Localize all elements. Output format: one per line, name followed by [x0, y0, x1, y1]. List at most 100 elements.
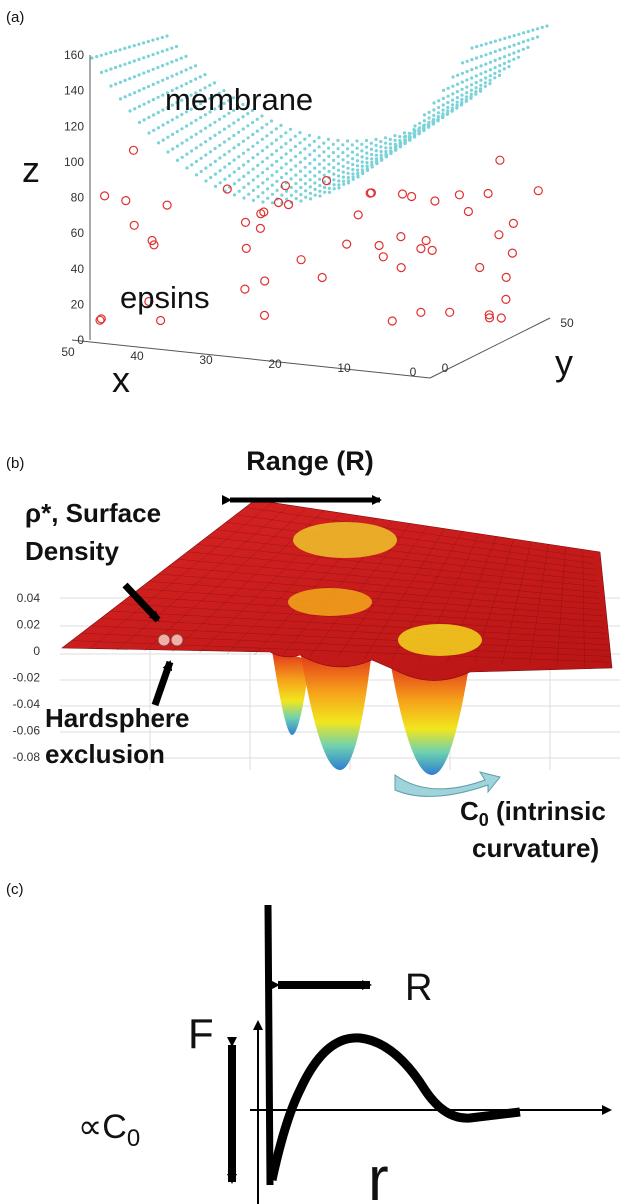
subscript: 0	[479, 810, 489, 830]
membrane-dot	[480, 55, 483, 58]
membrane-dot	[214, 160, 217, 163]
membrane-dot	[517, 50, 520, 53]
membrane-dot	[181, 142, 184, 145]
membrane-dot	[261, 171, 264, 174]
membrane-dot	[522, 31, 525, 34]
membrane-dot	[242, 186, 245, 189]
membrane-dot	[475, 45, 478, 48]
membrane-dot	[204, 179, 207, 182]
membrane-dot	[356, 169, 359, 172]
membrane-dot	[247, 148, 250, 151]
membrane-dot	[384, 146, 387, 149]
membrane-dot	[384, 153, 387, 156]
epsin	[130, 146, 138, 154]
membrane-dot	[166, 62, 169, 65]
membrane-dot	[313, 158, 316, 161]
membrane-dot	[304, 174, 307, 177]
membrane-dot	[536, 35, 539, 38]
membrane-dot	[493, 72, 496, 75]
membrane-dot	[465, 91, 468, 94]
membrane-dot	[161, 94, 164, 97]
membrane-dot	[261, 149, 264, 152]
membrane-dot	[152, 68, 155, 71]
membrane-dot	[465, 86, 468, 89]
membrane-dot	[242, 196, 245, 199]
subscript: 0	[127, 1125, 140, 1152]
membrane-dot	[157, 141, 160, 144]
well-rim	[288, 588, 372, 616]
membrane-dot	[247, 160, 250, 163]
membrane-dot	[271, 201, 274, 204]
membrane-dot	[461, 72, 464, 75]
membrane-dot	[143, 103, 146, 106]
membrane-dot	[233, 182, 236, 185]
membrane-dot	[342, 176, 345, 179]
membrane-dot	[109, 68, 112, 71]
membrane-dot	[271, 174, 274, 177]
hardsphere	[158, 634, 170, 646]
epsin	[497, 314, 505, 322]
membrane-dot	[266, 167, 269, 170]
epsin	[261, 277, 269, 285]
membrane-dot	[361, 165, 364, 168]
membrane-dot	[513, 44, 516, 47]
membrane-dot	[361, 155, 364, 158]
membrane-dot	[124, 95, 127, 98]
membrane-dot	[536, 27, 539, 30]
membrane-dot	[428, 116, 431, 119]
membrane-dot	[365, 139, 368, 142]
membrane-dot	[304, 182, 307, 185]
membrane-dot	[346, 154, 349, 157]
membrane-dot	[337, 186, 340, 189]
membrane-dot	[280, 156, 283, 159]
membrane-dot	[280, 194, 283, 197]
membrane-dot	[151, 39, 154, 42]
exclusion-label: Hardsphere	[45, 703, 190, 733]
membrane-dot	[318, 145, 321, 148]
membrane-dot	[323, 191, 326, 194]
membrane-dot	[460, 94, 463, 97]
membrane-dot	[170, 60, 173, 63]
potential-curve	[272, 1038, 520, 1180]
membrane-dot	[337, 155, 340, 158]
membrane-dot	[209, 150, 212, 153]
membrane-dot	[365, 152, 368, 155]
membrane-dot	[181, 156, 184, 159]
membrane-dot	[484, 81, 487, 84]
membrane-dot	[209, 137, 212, 140]
membrane-dot	[252, 178, 255, 181]
membrane-dot	[114, 83, 117, 86]
membrane-dot	[156, 37, 159, 40]
membrane-dot	[195, 160, 198, 163]
membrane-dot	[252, 199, 255, 202]
membrane-dot	[219, 169, 222, 172]
membrane-dot	[275, 180, 278, 183]
membrane-dot	[403, 139, 406, 142]
epsin	[163, 201, 171, 209]
membrane-dot	[142, 56, 145, 59]
membrane-dot	[270, 131, 273, 134]
membrane-dot	[185, 166, 188, 169]
membrane-dot	[512, 58, 515, 61]
membrane-surface	[90, 24, 548, 204]
density-label: ρ*, Surface	[25, 498, 161, 528]
membrane-dot	[393, 134, 396, 137]
membrane-dot	[294, 155, 297, 158]
membrane-dot	[337, 162, 340, 165]
membrane-dot	[394, 143, 397, 146]
membrane-dot	[123, 63, 126, 66]
membrane-dot	[114, 50, 117, 53]
membrane-dot	[204, 127, 207, 130]
membrane-dot	[494, 59, 497, 62]
membrane-dot	[143, 118, 146, 121]
membrane-dot	[213, 134, 216, 137]
membrane-dot	[507, 65, 510, 68]
membrane-dot	[466, 70, 469, 73]
membrane-dot	[152, 53, 155, 56]
membrane-dot	[142, 71, 145, 74]
membrane-dot	[318, 154, 321, 157]
membrane-dot	[351, 151, 354, 154]
membrane-dot	[105, 52, 108, 55]
membrane-dot	[370, 161, 373, 164]
membrane-dot	[413, 131, 416, 134]
